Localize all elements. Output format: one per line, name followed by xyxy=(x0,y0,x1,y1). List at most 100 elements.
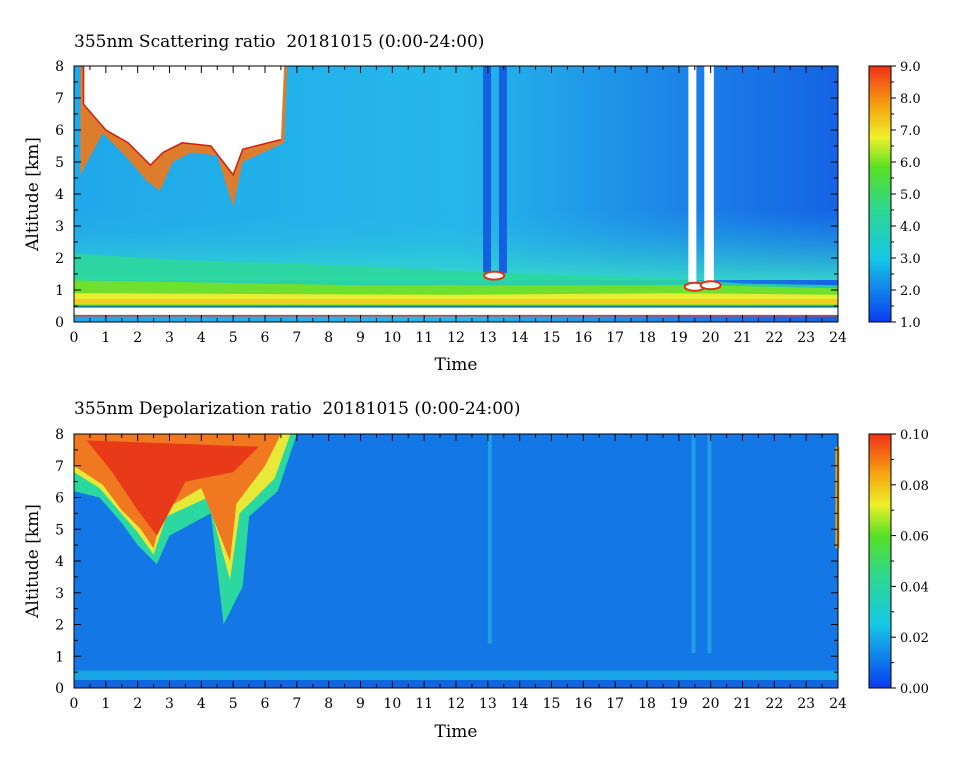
x-tick-label: 23 xyxy=(797,330,815,346)
low-cloud xyxy=(483,270,506,281)
dark-column xyxy=(498,66,507,274)
colorbar-tick-label: 0.10 xyxy=(900,428,929,443)
depolarization-ratio-panel: 0 1 2 3 4 5 6 7 8 9 10 11 12 13 14 15 16 17 18 19 20 21 22 23 24… xyxy=(23,427,929,742)
x-tick-label: 12 xyxy=(447,696,465,712)
x-tick-label: 10 xyxy=(383,696,401,712)
x-tick-label: 11 xyxy=(415,696,433,712)
near-surface-blank xyxy=(74,307,838,315)
x-tick-label: 24 xyxy=(829,330,847,346)
x-tick-label: 11 xyxy=(415,330,433,346)
x-tick-label: 8 xyxy=(324,696,333,712)
x-tick-label: 4 xyxy=(197,330,206,346)
streak-column xyxy=(707,434,712,654)
x-tick-label: 18 xyxy=(638,330,656,346)
y-tick-label: 1 xyxy=(55,649,64,665)
colorbar-tick-label: 5.0 xyxy=(900,188,921,203)
gap-column xyxy=(704,66,714,282)
cloud-edge xyxy=(82,66,282,177)
y-tick-label: 3 xyxy=(55,586,64,602)
boundary-layer-inner xyxy=(74,298,838,305)
colorbar-tick-label: 0.02 xyxy=(900,631,929,646)
scattering-ratio-panel: 0 1 2 3 4 5 6 7 8 9 10 11 12 13 14 15 16 17 18 19 20 21 22 23 24… xyxy=(23,59,921,375)
x-tick-label: 24 xyxy=(829,696,847,712)
colorbar-tick-label: 3.0 xyxy=(900,252,921,267)
x-tick-label: 12 xyxy=(447,330,465,346)
x-tick-label: 7 xyxy=(292,696,301,712)
x-tick-label: 20 xyxy=(702,696,720,712)
colorbar-tick-label: 6.0 xyxy=(900,156,921,171)
colorbar-tick-label: 0.06 xyxy=(900,530,929,545)
x-tick-label: 19 xyxy=(670,330,688,346)
x-tick-label: 16 xyxy=(574,696,592,712)
x-tick-label: 8 xyxy=(324,330,333,346)
y-tick-label: 4 xyxy=(55,554,64,570)
ice-cloud-peak xyxy=(86,440,259,536)
chart-2-title: 355nm Depolarization ratio 20181015 (0:0… xyxy=(74,399,521,419)
chart-1-title: 355nm Scattering ratio 20181015 (0:00-24… xyxy=(74,32,485,52)
x-tick-label: 6 xyxy=(261,696,270,712)
x-tick-label: 19 xyxy=(670,696,688,712)
colorbar-2 xyxy=(868,433,892,689)
x-tick-label: 2 xyxy=(133,696,142,712)
x-tick-label: 13 xyxy=(479,696,497,712)
x-tick-label: 21 xyxy=(734,696,752,712)
y-tick-label: 8 xyxy=(55,59,64,75)
x-tick-label: 6 xyxy=(261,330,270,346)
colorbar-tick-label: 2.0 xyxy=(900,284,921,299)
y-tick-label: 8 xyxy=(55,427,64,443)
x-tick-label: 14 xyxy=(511,696,529,712)
x-tick-label: 0 xyxy=(70,330,79,346)
x-tick-label: 3 xyxy=(165,330,174,346)
colorbar-tick-label: 1.0 xyxy=(900,316,921,331)
gap-column xyxy=(688,66,697,282)
x-tick-label: 9 xyxy=(356,330,365,346)
dark-column xyxy=(483,66,492,274)
x-tick-label: 20 xyxy=(702,330,720,346)
x-tick-label: 1 xyxy=(101,330,110,346)
x-tick-label: 17 xyxy=(606,696,624,712)
x-tick-label: 16 xyxy=(574,330,592,346)
x-tick-label: 18 xyxy=(638,696,656,712)
x-tick-label: 4 xyxy=(197,696,206,712)
x-tick-label: 15 xyxy=(543,330,561,346)
colorbar-tick-label: 9.0 xyxy=(900,60,921,75)
streak-column xyxy=(487,434,492,644)
x-axis-label-2: Time xyxy=(435,722,478,742)
y-tick-label: 3 xyxy=(55,219,64,235)
x-tick-label: 22 xyxy=(765,330,783,346)
low-cloud xyxy=(699,280,722,291)
y-tick-label: 4 xyxy=(55,187,64,203)
x-axis-label-1: Time xyxy=(435,355,478,375)
x-tick-label: 17 xyxy=(606,330,624,346)
x-tick-label: 22 xyxy=(765,696,783,712)
colorbar-tick-label: 0.04 xyxy=(900,580,929,595)
y-tick-label: 2 xyxy=(55,618,64,634)
x-tick-label: 23 xyxy=(797,696,815,712)
x-tick-label: 0 xyxy=(70,696,79,712)
x-tick-label: 13 xyxy=(479,330,497,346)
y-tick-label: 7 xyxy=(55,459,64,475)
x-tick-label: 21 xyxy=(734,330,752,346)
colorbar-tick-label: 7.0 xyxy=(900,124,921,139)
y-tick-label: 1 xyxy=(55,283,64,299)
y-tick-label: 5 xyxy=(55,522,64,538)
x-tick-label: 9 xyxy=(356,696,365,712)
y-tick-label: 7 xyxy=(55,91,64,107)
x-tick-label: 10 xyxy=(383,330,401,346)
colorbar-tick-label: 4.0 xyxy=(900,220,921,235)
near-surface-layer xyxy=(74,670,838,681)
streak-column xyxy=(691,434,696,654)
y-tick-label: 5 xyxy=(55,155,64,171)
x-tick-label: 7 xyxy=(292,330,301,346)
x-tick-label: 5 xyxy=(229,330,238,346)
y-tick-label: 0 xyxy=(55,315,64,331)
x-tick-label: 14 xyxy=(511,330,529,346)
x-tick-label: 1 xyxy=(101,696,110,712)
colorbar-tick-label: 0.08 xyxy=(900,479,929,494)
x-tick-label: 3 xyxy=(165,696,174,712)
colorbar-1 xyxy=(868,65,892,323)
colorbar-tick-label: 0.00 xyxy=(900,682,929,697)
x-tick-label: 5 xyxy=(229,696,238,712)
x-tick-label: 2 xyxy=(133,330,142,346)
